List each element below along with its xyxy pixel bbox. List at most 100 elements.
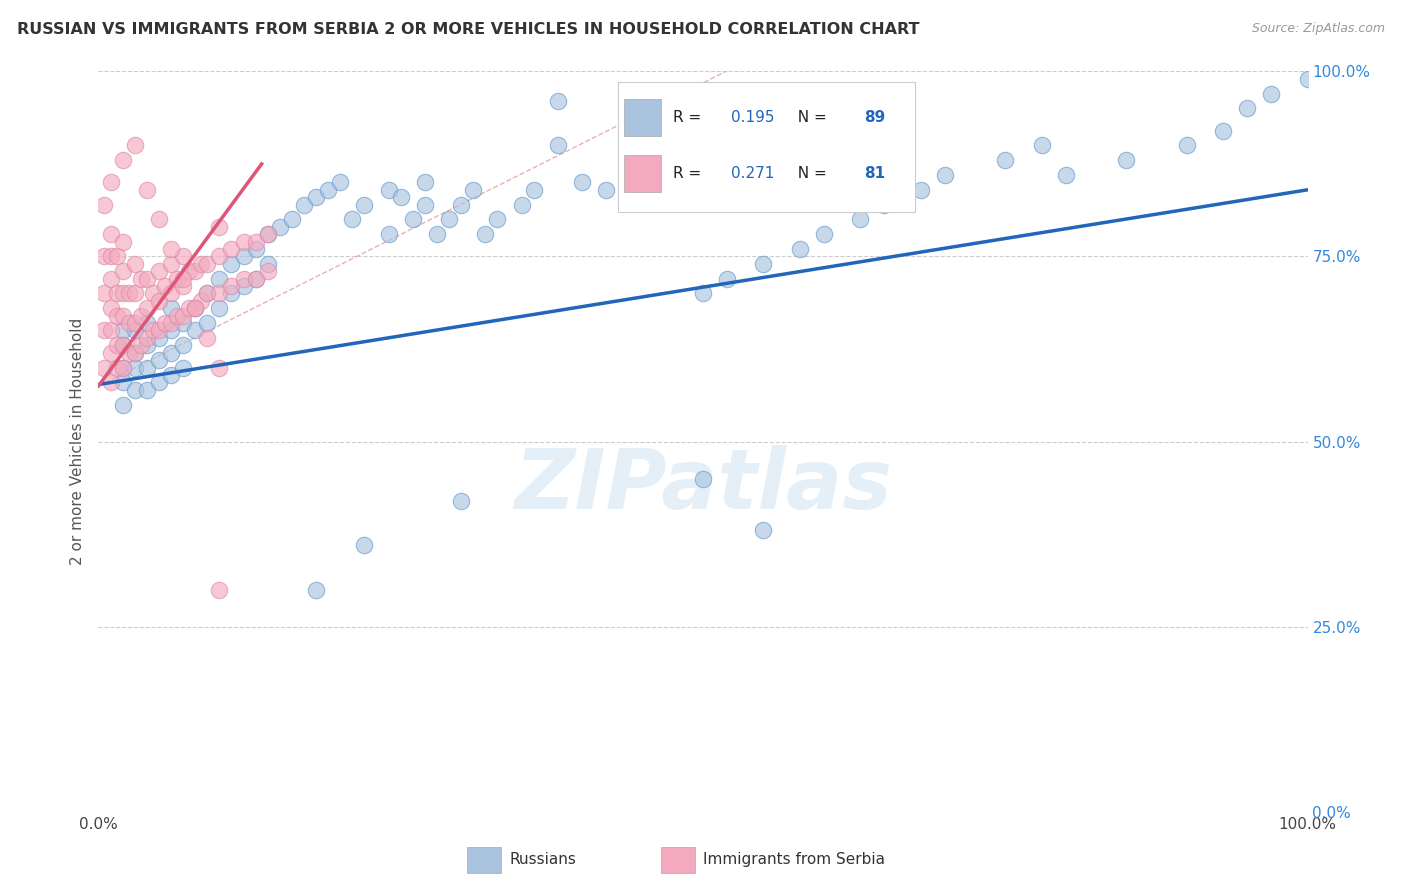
Point	[195, 257, 218, 271]
Point	[111, 286, 134, 301]
Point	[135, 183, 157, 197]
Point	[124, 345, 146, 359]
Point	[510, 197, 533, 211]
Point	[105, 338, 128, 352]
Point	[474, 227, 496, 242]
Text: ZIPatlas: ZIPatlas	[515, 445, 891, 526]
Point	[148, 353, 170, 368]
Point	[910, 183, 932, 197]
Point	[111, 324, 134, 338]
Point	[129, 271, 152, 285]
Point	[221, 286, 243, 301]
Point	[111, 309, 134, 323]
Point	[100, 271, 122, 285]
Point	[1115, 153, 1137, 168]
Point	[111, 338, 134, 352]
Point	[195, 316, 218, 330]
Point	[172, 250, 194, 264]
Point	[232, 235, 254, 249]
Point	[292, 197, 315, 211]
Point	[166, 271, 188, 285]
Point	[668, 161, 690, 175]
Point	[752, 524, 775, 538]
Point	[111, 360, 134, 375]
Point	[1260, 87, 1282, 101]
Point	[595, 183, 617, 197]
Point	[1212, 123, 1234, 137]
Point	[208, 286, 231, 301]
Point	[221, 242, 243, 256]
Point	[93, 360, 115, 375]
Point	[232, 250, 254, 264]
Point	[377, 227, 399, 242]
Point	[142, 324, 165, 338]
Point	[353, 538, 375, 552]
Point	[256, 257, 278, 271]
Point	[124, 383, 146, 397]
Point	[135, 301, 157, 316]
Point	[166, 309, 188, 323]
Point	[148, 264, 170, 278]
Point	[413, 175, 436, 190]
Point	[111, 264, 134, 278]
Point	[256, 227, 278, 242]
Point	[135, 271, 157, 285]
Point	[105, 360, 128, 375]
Point	[129, 338, 152, 352]
Point	[1031, 138, 1053, 153]
Point	[195, 286, 218, 301]
Text: 0.271: 0.271	[731, 166, 775, 181]
Point	[208, 219, 231, 234]
Point	[221, 279, 243, 293]
Point	[245, 271, 267, 285]
Point	[256, 227, 278, 242]
Point	[124, 324, 146, 338]
Point	[232, 279, 254, 293]
Point	[184, 301, 207, 316]
Point	[153, 279, 176, 293]
Point	[105, 309, 128, 323]
Point	[221, 257, 243, 271]
Point	[179, 301, 201, 316]
Point	[124, 316, 146, 330]
Point	[111, 376, 134, 390]
Point	[849, 212, 872, 227]
Point	[160, 301, 183, 316]
FancyBboxPatch shape	[624, 99, 661, 136]
Text: Russians: Russians	[509, 853, 576, 867]
Point	[353, 197, 375, 211]
Point	[118, 286, 141, 301]
Point	[245, 271, 267, 285]
Point	[245, 235, 267, 249]
Point	[450, 493, 472, 508]
Point	[305, 190, 328, 204]
Point	[93, 197, 115, 211]
Point	[208, 271, 231, 285]
Point	[208, 582, 231, 597]
Point	[111, 398, 134, 412]
Text: Source: ZipAtlas.com: Source: ZipAtlas.com	[1251, 22, 1385, 36]
Text: 0.195: 0.195	[731, 110, 775, 125]
Point	[1296, 71, 1319, 86]
Point	[160, 286, 183, 301]
FancyBboxPatch shape	[467, 847, 501, 873]
Point	[153, 316, 176, 330]
Point	[100, 324, 122, 338]
Point	[813, 227, 835, 242]
Point	[437, 212, 460, 227]
Point	[118, 316, 141, 330]
Point	[305, 582, 328, 597]
FancyBboxPatch shape	[661, 847, 695, 873]
Point	[994, 153, 1017, 168]
Point	[160, 345, 183, 359]
Point	[135, 338, 157, 352]
Point	[124, 257, 146, 271]
Point	[172, 338, 194, 352]
Point	[93, 324, 115, 338]
Point	[184, 301, 207, 316]
Point	[269, 219, 291, 234]
Point	[184, 301, 207, 316]
Point	[135, 383, 157, 397]
Point	[172, 360, 194, 375]
Y-axis label: 2 or more Vehicles in Household: 2 or more Vehicles in Household	[70, 318, 86, 566]
